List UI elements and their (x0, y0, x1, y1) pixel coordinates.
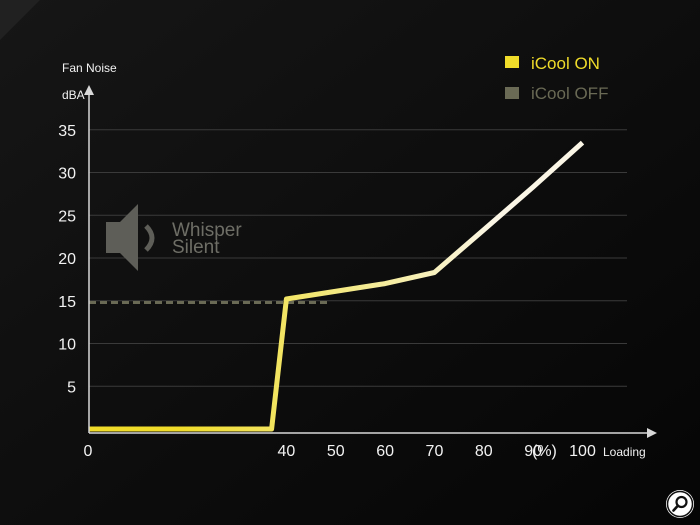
zoom-button[interactable] (666, 490, 694, 518)
corner-decoration (0, 0, 40, 40)
y-tick-label: 30 (58, 166, 76, 183)
annotation-line1: Whisper (172, 220, 242, 241)
x-tick-label: 90 (524, 443, 542, 460)
magnifier-icon (666, 490, 694, 518)
series-lines (89, 140, 585, 432)
x-axis-unit: (%) (532, 443, 557, 460)
series-line-icool-on (89, 140, 585, 432)
axes (84, 85, 657, 438)
tick-labels: 5 10 15 20 25 30 35 0 40 50 60 70 80 90 100 (58, 123, 596, 460)
x-tick-label: 70 (426, 443, 444, 460)
x-tick-label: 100 (569, 443, 596, 460)
y-tick-label: 35 (58, 123, 76, 140)
x-tick-label: 50 (327, 443, 345, 460)
whisper-silent-annotation: Whisper Silent (106, 204, 242, 271)
x-tick-label: 60 (376, 443, 394, 460)
legend-label-on: iCool ON (531, 54, 600, 73)
y-axis-title: Fan Noise (62, 61, 117, 75)
x-tick-label: 40 (278, 443, 296, 460)
y-axis-unit: dBA (62, 88, 85, 102)
x-axis-title: Loading (603, 445, 646, 459)
speaker-icon (106, 204, 155, 271)
y-tick-label: 10 (58, 337, 76, 354)
y-tick-label: 5 (67, 379, 76, 396)
annotation-line2: Silent (172, 237, 220, 258)
x-axis-arrow (647, 428, 657, 438)
legend-label-off: iCool OFF (531, 84, 608, 103)
x-tick-label: 80 (475, 443, 493, 460)
grid-lines (89, 129, 627, 387)
y-tick-label: 25 (58, 208, 76, 225)
y-tick-label: 20 (58, 251, 76, 268)
legend-swatch-on (505, 56, 519, 68)
x-tick-label: 0 (84, 443, 93, 460)
legend-swatch-off (505, 87, 519, 99)
legend: iCool ON iCool OFF (505, 54, 608, 103)
y-axis-arrow (84, 85, 94, 95)
y-tick-label: 15 (58, 294, 76, 311)
